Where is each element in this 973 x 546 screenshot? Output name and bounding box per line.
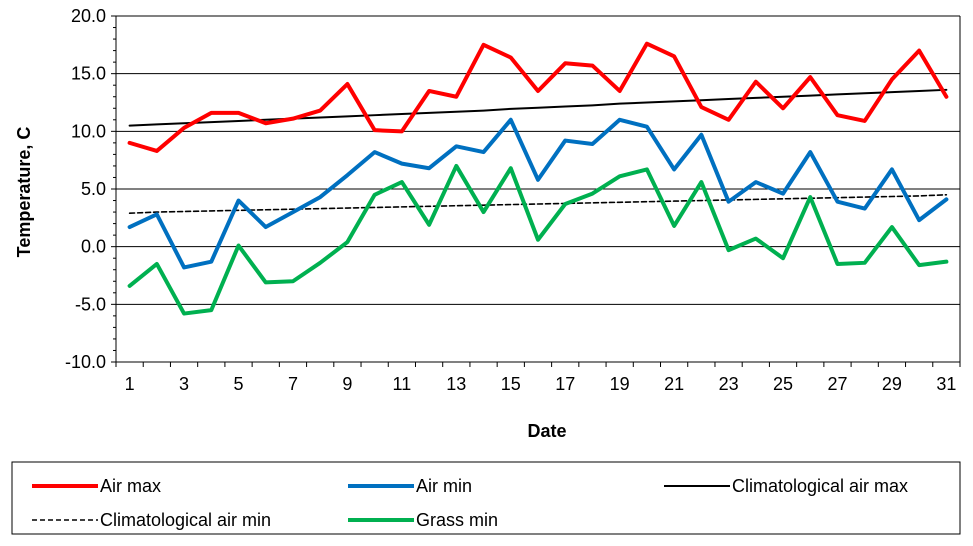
y-tick-label: 0.0 — [81, 237, 106, 257]
legend: Air max Air min Climatological air max Clim… — [11, 461, 961, 535]
x-tick-label: 15 — [501, 374, 521, 394]
series-line-grass-min — [127, 163, 949, 316]
legend-label-climatological-air-min: Climatological air min — [100, 510, 271, 530]
x-tick-label: 21 — [664, 374, 684, 394]
x-tick-label: 17 — [555, 374, 575, 394]
x-tick-label: 27 — [827, 374, 847, 394]
gridlines — [116, 15, 960, 363]
y-tick-label: 15.0 — [71, 64, 106, 84]
legend-frame — [11, 461, 961, 535]
x-tick-label: 29 — [882, 374, 902, 394]
x-tick-label: 25 — [773, 374, 793, 394]
legend-label-air-min: Air min — [416, 476, 472, 496]
x-tick-label: 23 — [719, 374, 739, 394]
y-tick-label: -5.0 — [75, 294, 106, 314]
y-tick-label: 20.0 — [71, 6, 106, 26]
x-tick-label: 7 — [288, 374, 298, 394]
series-line-air-max — [127, 41, 949, 153]
x-tick-label: 13 — [446, 374, 466, 394]
axes: -10.0-5.00.05.010.015.020.01 3 5 7 9 11 13 15 17… — [65, 6, 961, 394]
x-tick-label: 11 — [393, 374, 412, 394]
series-line-air-min — [127, 117, 949, 270]
x-tick-label: 31 — [936, 374, 956, 394]
y-tick-label: 5.0 — [81, 179, 106, 199]
legend-label-air-max: Air max — [100, 476, 161, 496]
series-line-climatological-air-max — [128, 88, 948, 127]
x-tick-label: 3 — [179, 374, 189, 394]
x-axis-title: Date — [527, 421, 566, 441]
legend-label-climatological-air-max: Climatological air max — [732, 476, 908, 496]
x-tick-label: 5 — [234, 374, 244, 394]
series-lines — [127, 41, 949, 316]
legend-label-grass-min: Grass min — [416, 510, 498, 530]
series-line-climatological-air-min — [128, 193, 948, 215]
x-tick-label: 9 — [342, 374, 352, 394]
y-axis-title: Temperature, C — [14, 127, 34, 258]
x-tick-label: 19 — [610, 374, 630, 394]
y-tick-label: -10.0 — [65, 352, 106, 372]
x-tick-label: 1 — [125, 374, 135, 394]
y-tick-label: 10.0 — [71, 121, 106, 141]
